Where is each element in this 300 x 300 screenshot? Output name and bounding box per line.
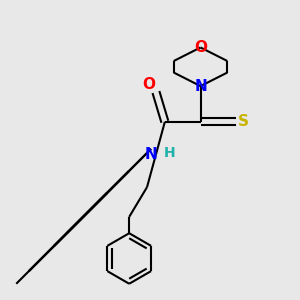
Text: O: O	[194, 40, 207, 55]
Text: N: N	[145, 147, 158, 162]
Text: H: H	[164, 146, 175, 160]
Text: O: O	[142, 77, 155, 92]
Text: N: N	[194, 79, 207, 94]
Text: S: S	[238, 114, 249, 129]
